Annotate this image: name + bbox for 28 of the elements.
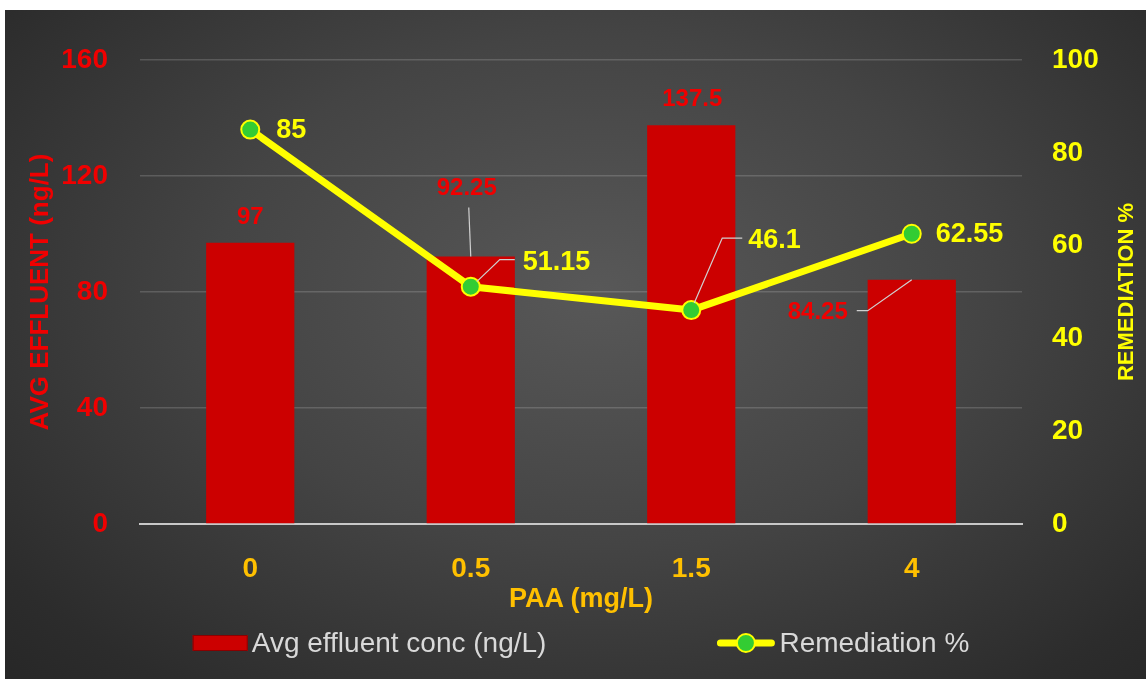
y-tick-label: 0 [92,506,108,538]
legend-label: Avg effluent conc (ng/L) [251,626,547,658]
x-tick-label: 4 [903,551,920,583]
y2-tick-label: 100 [1052,42,1099,74]
y2-tick-label: 60 [1052,228,1084,260]
data-label: 51.15 [522,246,591,277]
data-label: 62.55 [935,218,1004,249]
y-tick-label: 160 [61,42,108,74]
y2-axis-title: REMEDIATION % [1113,202,1139,382]
y2-tick-label: 80 [1052,135,1084,167]
x-axis-title: PAA (mg/L) [509,583,653,614]
y-tick-label: 40 [76,390,108,422]
x-tick-label: 0.5 [451,551,491,583]
x-tick-label: 1.5 [671,551,711,583]
data-label: 92.25 [436,173,497,201]
data-label: 46.1 [748,223,801,254]
x-tick-label: 0 [242,551,259,583]
y2-tick-label: 20 [1052,413,1084,445]
data-label: 85 [276,114,307,145]
data-label: 137.5 [662,83,723,111]
legend-label: Remediation % [779,626,970,658]
data-label: 97 [236,202,264,230]
y-tick-label: 120 [61,158,108,190]
data-label: 84.25 [787,297,848,325]
y2-tick-label: 0 [1052,506,1068,538]
y-axis-title: AVG EFFLUENT (ng/L) [23,153,54,431]
y2-tick-label: 40 [1052,321,1084,353]
y-tick-label: 80 [76,274,108,306]
